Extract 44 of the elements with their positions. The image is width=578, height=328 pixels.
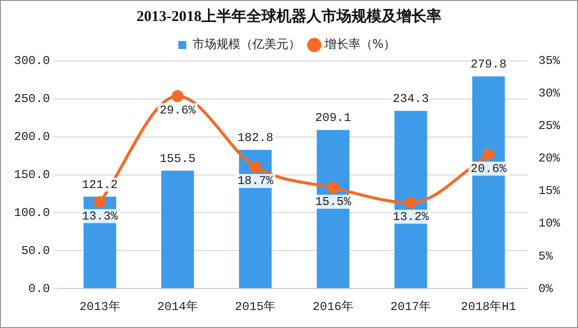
y2-tick-label: 15% xyxy=(538,184,561,198)
y-tick-label: 250.0 xyxy=(14,92,50,106)
x-tick-label: 2016年 xyxy=(312,300,354,314)
point xyxy=(482,148,495,161)
bar xyxy=(161,170,194,288)
y2-tick-label: 5% xyxy=(538,249,554,264)
y-tick-label: 300.0 xyxy=(14,54,50,68)
x-tick-label: 2017年 xyxy=(390,300,432,314)
data-label: 209.1 xyxy=(315,111,352,126)
data-label: 13.3% xyxy=(82,209,119,224)
y-tick-label: 100.0 xyxy=(14,206,50,220)
y-tick-label: 0.0 xyxy=(28,282,50,296)
y2-tick-label: 25% xyxy=(538,119,561,134)
y2-tick-label: 10% xyxy=(538,216,561,231)
legend-label: 增长率（%） xyxy=(323,37,396,52)
point xyxy=(94,196,106,208)
data-label: 15.5% xyxy=(315,194,352,209)
x-tick-label: 2015年 xyxy=(234,300,276,314)
data-label: 20.6% xyxy=(470,162,508,176)
data-label: 234.3 xyxy=(392,92,429,106)
y-tick-label: 50.0 xyxy=(21,244,50,258)
data-label: 121.2 xyxy=(82,178,118,192)
legend-label: 市场规模（亿美元） xyxy=(192,37,300,52)
data-label: 18.7% xyxy=(237,174,274,188)
x-tick-label: 2018年H1 xyxy=(460,300,516,314)
point xyxy=(327,182,340,194)
x-tick-label: 2013年 xyxy=(79,300,120,314)
chart-title: 2013-2018上半年全球机器人市场规模及增长率 xyxy=(136,7,442,26)
y-tick-label: 150.0 xyxy=(14,168,50,182)
y2-tick-label: 35% xyxy=(538,54,561,68)
point xyxy=(249,160,262,173)
x-tick-label: 2014年 xyxy=(157,300,198,314)
data-label: 155.5 xyxy=(160,152,196,166)
point xyxy=(404,196,417,209)
data-label: 29.6% xyxy=(160,103,196,118)
point xyxy=(172,90,184,102)
data-label: 279.8 xyxy=(470,57,507,72)
y2-tick-label: 30% xyxy=(538,86,561,101)
data-label: 13.2% xyxy=(392,210,430,224)
y2-tick-label: 20% xyxy=(538,152,561,166)
y2-tick-label: 0% xyxy=(538,282,554,296)
y-tick-label: 200.0 xyxy=(14,130,50,144)
data-label: 182.8 xyxy=(237,131,274,146)
bar xyxy=(472,76,505,288)
